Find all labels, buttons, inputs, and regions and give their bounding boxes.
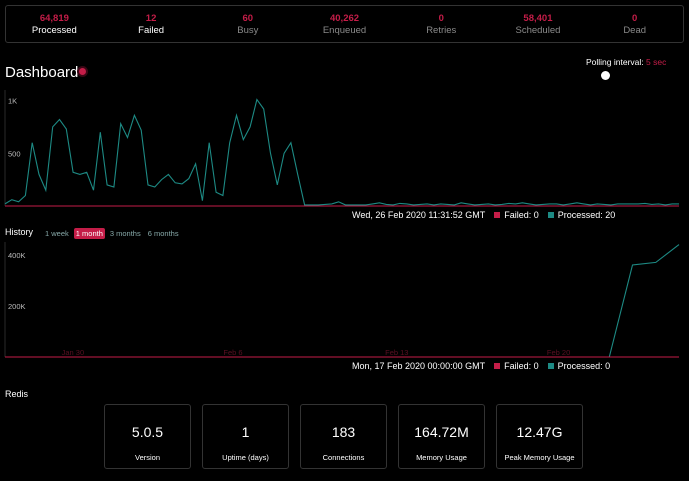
redis-stat-value: 164.72M (414, 424, 469, 440)
redis-stat-value: 12.47G (516, 424, 563, 440)
series-line-processed (5, 244, 680, 358)
y-tick-label: 500 (8, 149, 21, 158)
redis-stat-value: 183 (331, 424, 356, 440)
redis-stat-label: Memory Usage (416, 453, 467, 462)
y-tick-label: 400K (8, 251, 26, 260)
redis-stat-label: Peak Memory Usage (504, 453, 575, 462)
stat-retries[interactable]: 0 Retries (393, 6, 490, 42)
failed-swatch-icon (494, 362, 501, 369)
y-tick-label: 200K (8, 302, 26, 311)
stat-value: 64,819 (39, 13, 69, 24)
polling-slider-handle[interactable] (601, 71, 610, 80)
polling-label: Polling interval: (586, 57, 644, 67)
y-tick-label: 1K (8, 97, 17, 106)
page-title: Dashboard (5, 64, 79, 81)
redis-stat-uptime-days: 1 Uptime (days) (202, 404, 289, 469)
history-tabs: 1 week 1 month 3 months 6 months (43, 228, 181, 239)
stat-value: 0 (438, 13, 444, 24)
redis-stat-label: Connections (322, 453, 365, 462)
realtime-legend: Wed, 26 Feb 2020 11:31:52 GMT Failed: 0 … (352, 210, 615, 220)
history-processed: Processed: 0 (557, 361, 611, 371)
stat-value: 12 (145, 13, 157, 24)
stat-scheduled[interactable]: 58,401 Scheduled (490, 6, 587, 42)
stat-label: Scheduled (515, 25, 561, 36)
tab-1-month[interactable]: 1 month (73, 228, 105, 239)
redis-stat-memory-usage: 164.72M Memory Usage (398, 404, 485, 469)
stat-label: Enqueued (322, 25, 367, 36)
redis-stats: 5.0.5 Version 1 Uptime (days) 183 Connections… (104, 404, 583, 469)
x-tick-label: Feb 6 (223, 348, 242, 357)
redis-stat-peak-memory-usage: 12.47G Peak Memory Usage (496, 404, 583, 469)
processed-swatch-icon (547, 362, 554, 369)
series-line-processed (4, 98, 679, 206)
x-tick-label: Jan 30 (62, 348, 85, 357)
realtime-timestamp: Wed, 26 Feb 2020 11:31:52 GMT (352, 210, 486, 220)
stat-dead[interactable]: 0 Dead (586, 6, 683, 42)
redis-title: Redis (5, 389, 29, 399)
stat-processed[interactable]: 64,819 Processed (6, 6, 103, 42)
polling-interval: Polling interval: 5 sec (586, 57, 666, 67)
redis-stat-label: Uptime (days) (222, 453, 269, 462)
stat-value: 40,262 (329, 13, 360, 24)
stat-label: Dead (623, 25, 647, 36)
stat-enqueued[interactable]: 40,262 Enqueued (296, 6, 393, 42)
history-failed: Failed: 0 (504, 361, 539, 371)
stat-value: 58,401 (523, 13, 553, 24)
stat-busy[interactable]: 60 Busy (199, 6, 296, 42)
redis-stat-connections: 183 Connections (300, 404, 387, 469)
stat-label: Retries (426, 25, 457, 36)
polling-value: 5 sec (646, 57, 667, 67)
redis-stat-label: Version (134, 453, 161, 462)
stat-failed[interactable]: 12 Failed (103, 6, 200, 42)
stats-bar: 64,819 Processed 12 Failed 60 Busy 40,262 Enque… (5, 5, 684, 43)
stat-label: Failed (138, 25, 165, 36)
tab-1-week[interactable]: 1 week (45, 229, 69, 238)
realtime-failed: Failed: 0 (504, 210, 539, 220)
failed-swatch-icon (494, 211, 501, 218)
processed-swatch-icon (547, 211, 554, 218)
tab-6-months[interactable]: 6 months (147, 229, 179, 238)
tab-3-months[interactable]: 3 months (109, 229, 141, 238)
live-indicator-icon (79, 68, 86, 75)
x-tick-label: Feb 13 (385, 348, 408, 357)
redis-stat-value: 1 (241, 424, 250, 440)
redis-stat-value: 5.0.5 (131, 424, 164, 440)
history-title: History (5, 227, 34, 237)
history-legend: Mon, 17 Feb 2020 00:00:00 GMT Failed: 0 … (352, 361, 610, 371)
history-chart: 200K 400K Jan 30 Feb 6 Feb 13 Feb 20 (4, 242, 680, 358)
redis-stat-version: 5.0.5 Version (104, 404, 191, 469)
realtime-chart: 500 1K (4, 90, 679, 207)
realtime-processed: Processed: 20 (557, 210, 616, 220)
stat-label: Processed (31, 25, 77, 36)
stat-label: Busy (237, 25, 259, 36)
x-tick-label: Feb 20 (547, 348, 570, 357)
stat-value: 0 (632, 13, 638, 24)
stat-value: 60 (242, 13, 254, 24)
history-timestamp: Mon, 17 Feb 2020 00:00:00 GMT (352, 361, 486, 371)
